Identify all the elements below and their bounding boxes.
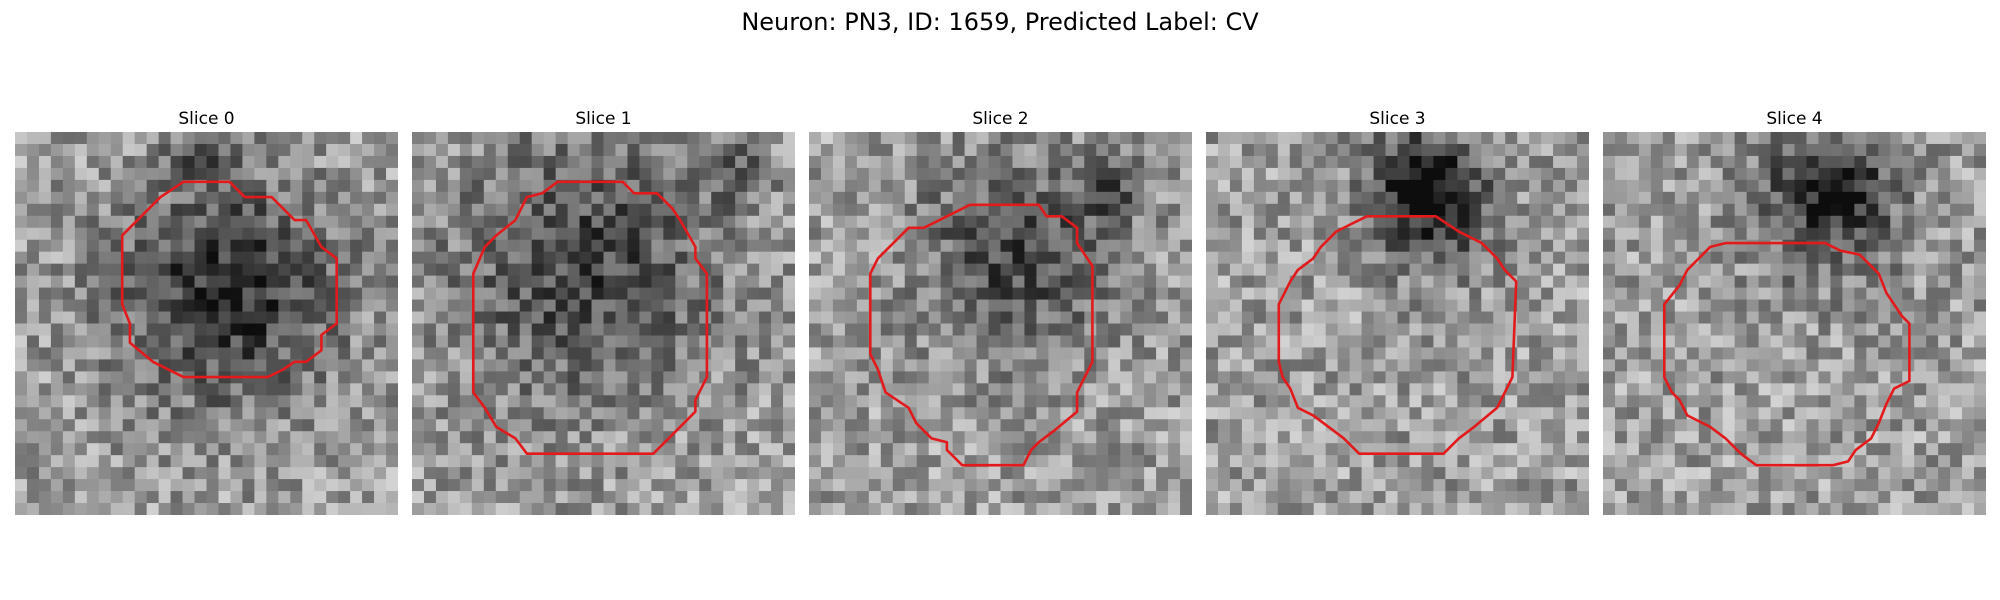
slice-panel-1: Slice 1 xyxy=(412,106,795,515)
roi-contour xyxy=(471,180,709,456)
slice-panel-4: Slice 4 xyxy=(1603,106,1986,515)
micrograph-pixels xyxy=(1603,132,1986,515)
slice-title: Slice 4 xyxy=(1766,109,1823,129)
slice-title: Slice 3 xyxy=(1369,109,1426,129)
slice-image xyxy=(809,132,1192,515)
slice-panel-0: Slice 0 xyxy=(15,106,398,515)
roi-contour xyxy=(1662,241,1911,467)
micrograph-pixels xyxy=(809,132,1192,515)
micrograph-pixels xyxy=(412,132,795,515)
slice-title: Slice 1 xyxy=(575,109,632,129)
micrograph-pixels xyxy=(15,132,398,515)
roi-contour xyxy=(120,180,339,379)
slice-panel-2: Slice 2 xyxy=(809,106,1192,515)
micrograph-pixels xyxy=(1206,132,1589,515)
slice-image xyxy=(15,132,398,515)
roi-contour xyxy=(1277,215,1518,456)
slice-panel-3: Slice 3 xyxy=(1206,106,1589,515)
slice-title: Slice 0 xyxy=(178,109,235,129)
roi-contour xyxy=(868,203,1094,467)
slice-image xyxy=(1603,132,1986,515)
slice-image xyxy=(412,132,795,515)
slice-image xyxy=(1206,132,1589,515)
figure-title: Neuron: PN3, ID: 1659, Predicted Label: … xyxy=(741,8,1259,36)
slice-title: Slice 2 xyxy=(972,109,1029,129)
